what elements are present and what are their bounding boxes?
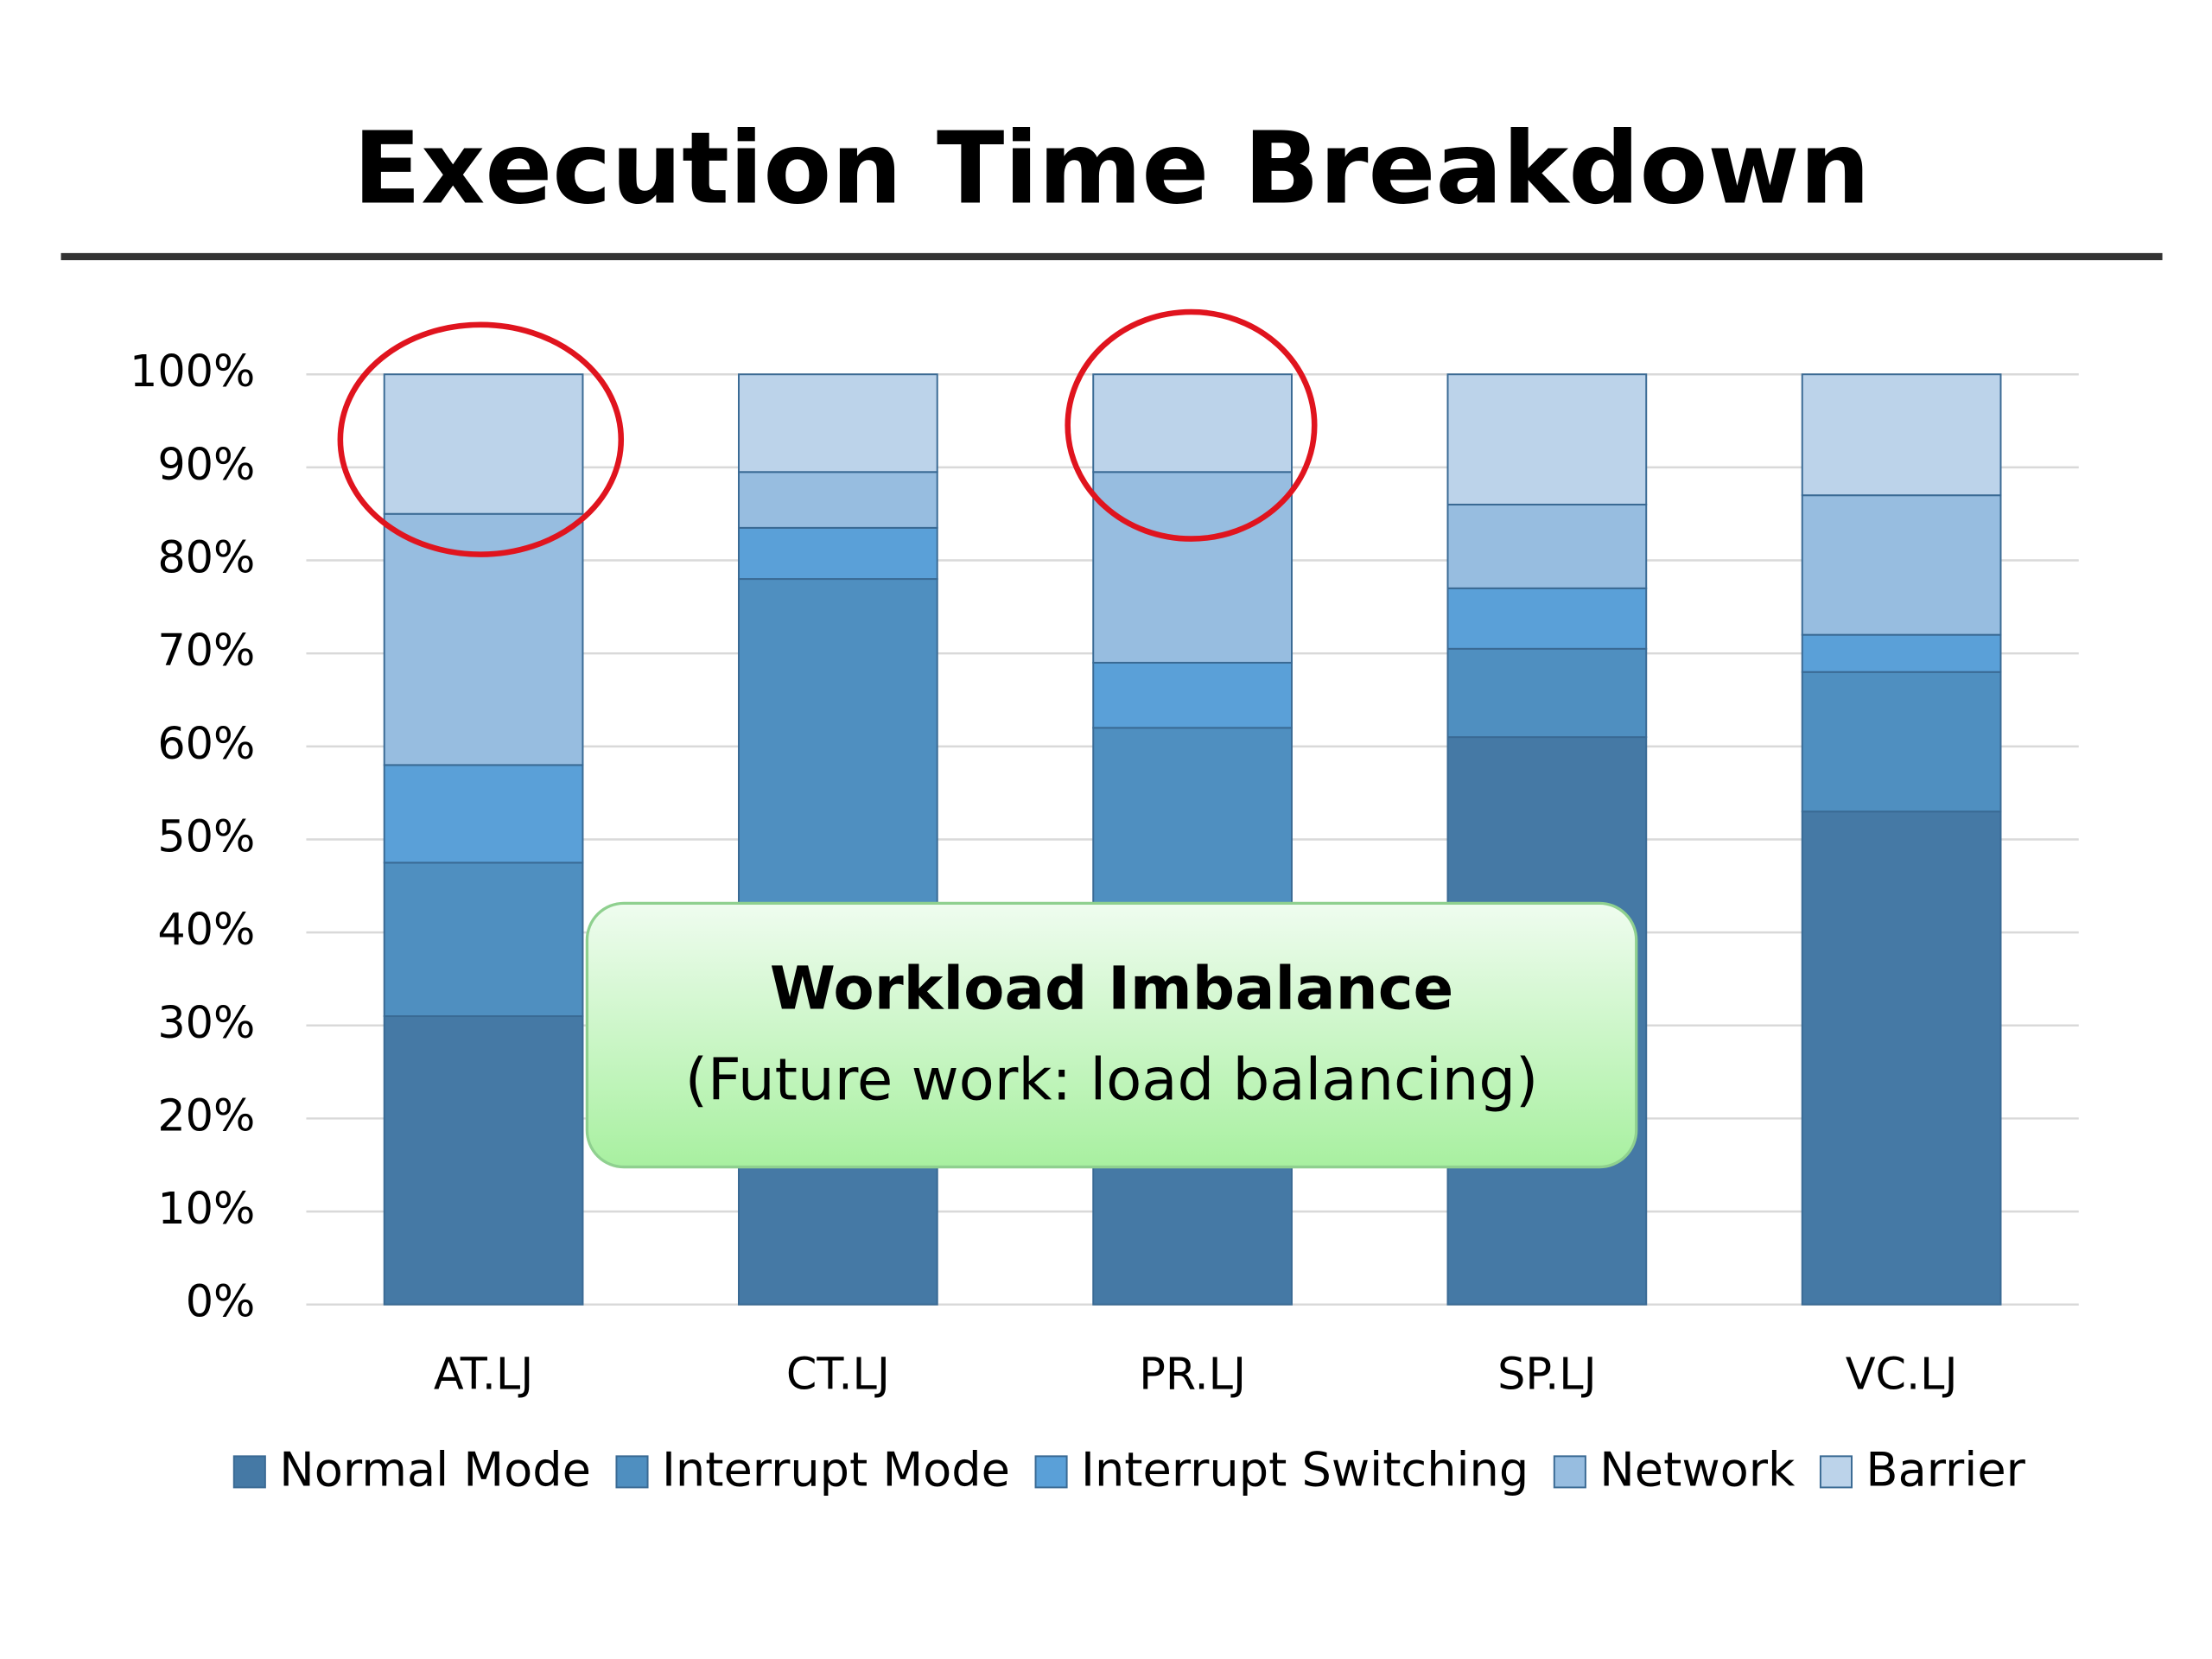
- bar-segment: [383, 861, 584, 1018]
- bar-segment: [737, 526, 938, 581]
- bar-segment: [1446, 587, 1648, 650]
- bar-segment: [1446, 647, 1648, 739]
- annotation-title: Workload Imbalance: [770, 955, 1453, 1024]
- highlight-circle: [337, 321, 625, 557]
- legend-label: Barrier: [1866, 1443, 2025, 1497]
- y-tick-label: 70%: [157, 625, 255, 676]
- legend-label: Interrupt Switching: [1081, 1443, 1529, 1497]
- y-tick-label: 100%: [130, 346, 255, 397]
- legend-label: Network: [1599, 1443, 1796, 1497]
- annotation-box: [585, 901, 1638, 1169]
- y-tick-label: 80%: [157, 532, 255, 583]
- y-tick-label: 40%: [157, 904, 255, 955]
- bar-segment: [1801, 810, 2002, 1306]
- bar-segment: [383, 1015, 584, 1306]
- bar-segment: [1801, 494, 2002, 636]
- highlight-circle: [1065, 308, 1318, 542]
- x-tick-label: SP.LJ: [1497, 1348, 1597, 1399]
- y-tick-label: 10%: [157, 1183, 255, 1234]
- legend: Normal Mode Interrupt Mode Interrupt Switc…: [232, 1443, 2026, 1497]
- legend-swatch: [232, 1455, 266, 1489]
- bar-segment: [1092, 373, 1293, 474]
- y-tick-label: 20%: [157, 1090, 255, 1141]
- bar-segment: [383, 512, 584, 766]
- bar-segment: [1446, 373, 1648, 505]
- legend-swatch: [1819, 1455, 1853, 1489]
- x-tick-label: VC.LJ: [1846, 1348, 1958, 1399]
- x-tick-label: CT.LJ: [786, 1348, 890, 1399]
- annotation-text: (Future work: load balancing): [685, 1046, 1539, 1113]
- legend-label: Interrupt Mode: [662, 1443, 1010, 1497]
- y-tick-label: 30%: [157, 997, 255, 1048]
- y-tick-label: 0%: [186, 1276, 256, 1327]
- x-tick-label: PR.LJ: [1139, 1348, 1246, 1399]
- bar-segment: [737, 578, 938, 934]
- bar-segment: [1092, 471, 1293, 664]
- y-tick-label: 90%: [157, 439, 255, 490]
- bar-segment: [1801, 633, 2002, 673]
- legend-label: Normal Mode: [279, 1443, 591, 1497]
- chart-title: Execution Time Breakdown: [353, 111, 1871, 227]
- legend-swatch: [1034, 1455, 1068, 1489]
- legend-swatch: [615, 1455, 649, 1489]
- x-tick-label: AT.LJ: [434, 1348, 533, 1399]
- legend-swatch: [1553, 1455, 1586, 1489]
- bar-segment: [737, 373, 938, 474]
- bar-segment: [1446, 503, 1648, 589]
- bar-segment: [1801, 671, 2002, 813]
- bar-segment: [1801, 373, 2002, 497]
- bar-segment: [383, 373, 584, 515]
- y-tick-label: 50%: [157, 810, 255, 861]
- bar-segment: [1092, 661, 1293, 729]
- bar-segment: [737, 471, 938, 529]
- overlay: Workload Imbalance (Future work: load ba…: [337, 308, 1638, 1169]
- y-tick-label: 60%: [157, 718, 255, 769]
- bar-segment: [383, 764, 584, 864]
